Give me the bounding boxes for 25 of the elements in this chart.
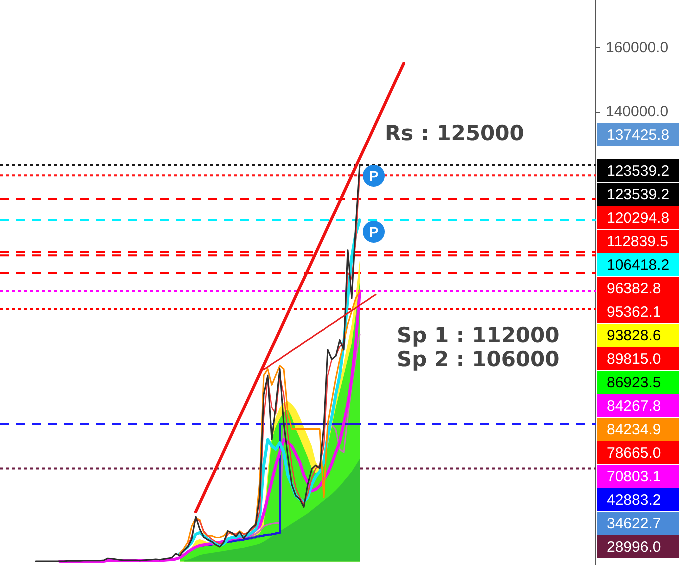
text: 120294.8 bbox=[607, 210, 670, 228]
text: 70803.1 bbox=[607, 468, 662, 486]
text: 95362.1 bbox=[607, 304, 662, 322]
text: 89815.0 bbox=[607, 351, 662, 368]
annotation: Sp 1 : 112000 bbox=[397, 323, 560, 348]
text: 123539.2 bbox=[607, 163, 670, 180]
text: 112839.5 bbox=[607, 234, 668, 251]
text: 84234.9 bbox=[607, 422, 662, 439]
text: 42883.2 bbox=[607, 492, 662, 510]
annotation: Sp 2 : 106000 bbox=[397, 347, 560, 372]
text: 96382.8 bbox=[607, 280, 662, 298]
text: 137425.8 bbox=[607, 127, 670, 144]
y-tick-label: 160000.0 bbox=[606, 39, 669, 56]
text: 93828.6 bbox=[607, 328, 662, 345]
annotation: P bbox=[369, 224, 379, 240]
y-tick-label: 140000.0 bbox=[606, 104, 669, 120]
text: 86923.5 bbox=[607, 374, 662, 392]
text: 28996.0 bbox=[607, 539, 662, 556]
annotation: Rs : 125000 bbox=[385, 121, 524, 146]
text: 78665.0 bbox=[607, 445, 662, 462]
text: 123539.2 bbox=[607, 186, 670, 204]
text: 34622.7 bbox=[607, 516, 662, 533]
annotation: P bbox=[369, 168, 379, 184]
text: 84267.8 bbox=[607, 398, 662, 416]
text: 106418.2 bbox=[607, 257, 670, 274]
